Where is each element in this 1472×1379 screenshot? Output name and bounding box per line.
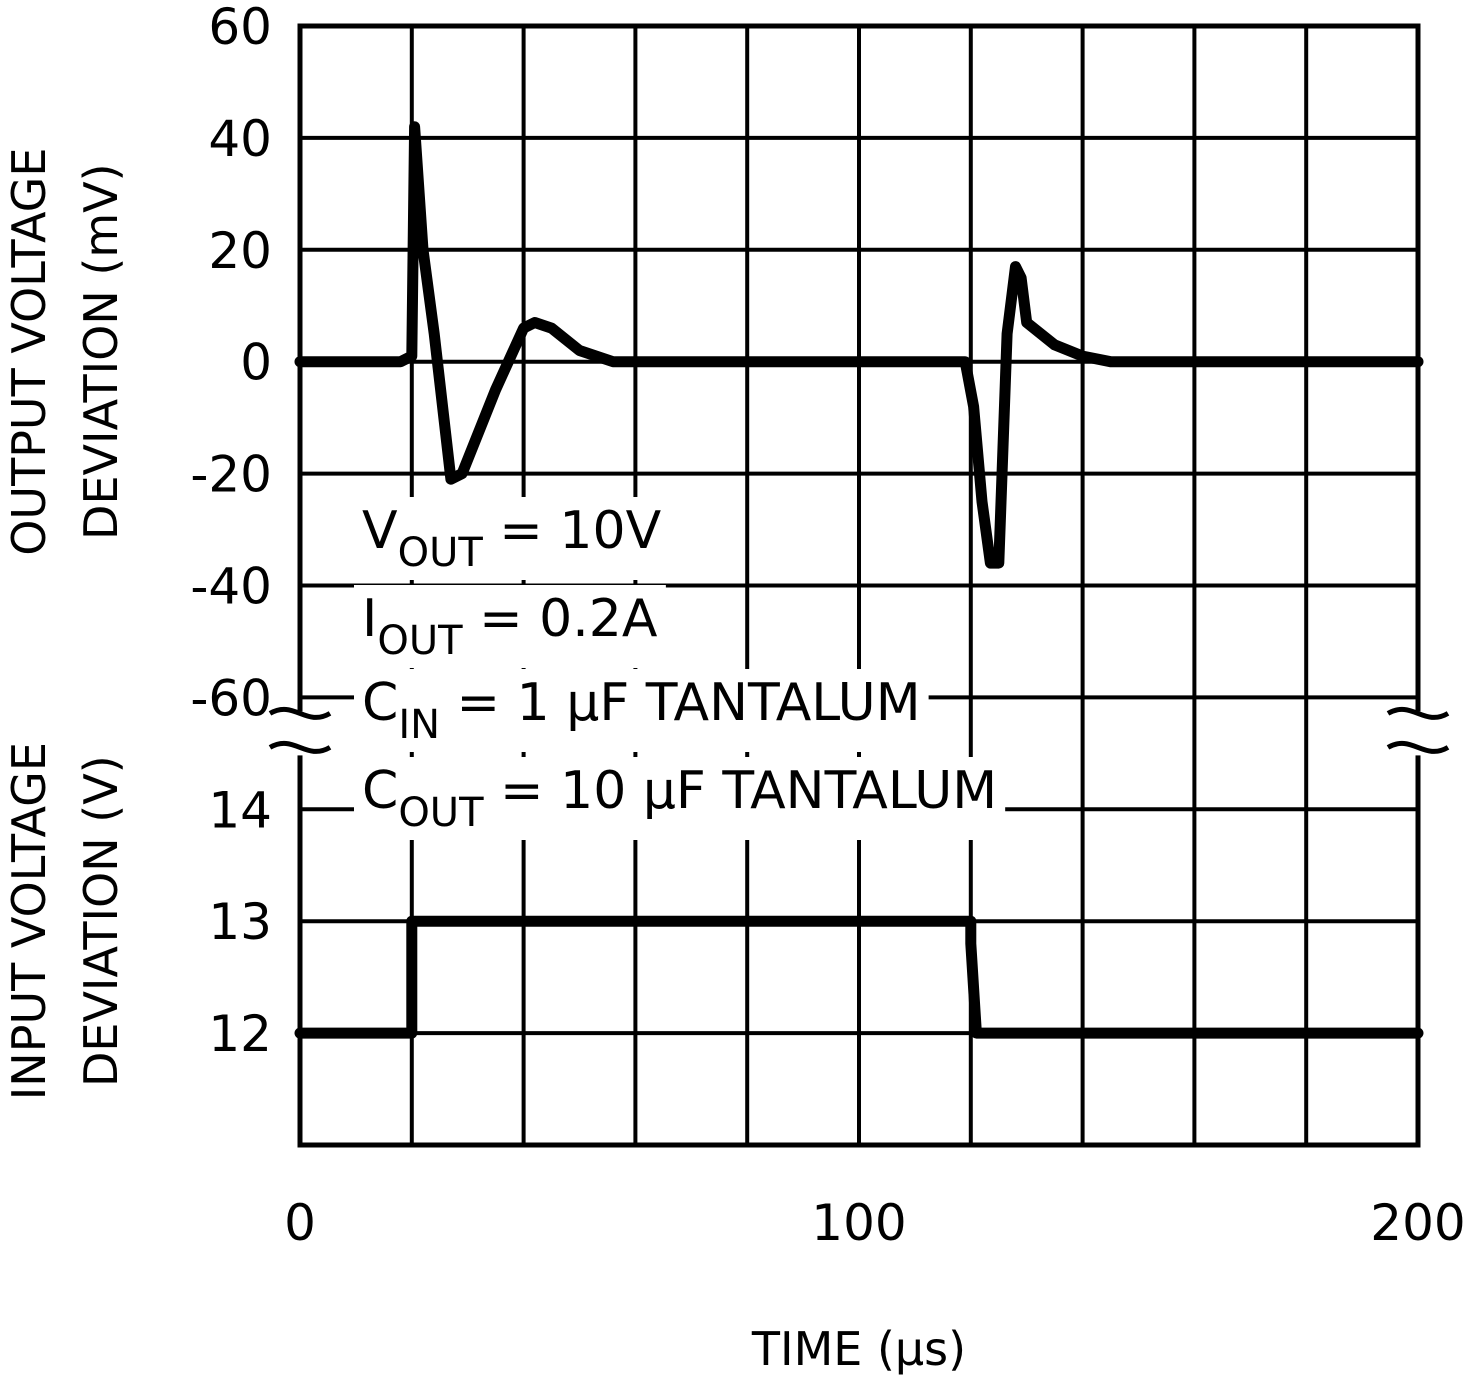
y-tick-label-output: -40 bbox=[190, 558, 272, 616]
series-line-input-voltage bbox=[294, 915, 1424, 1039]
annotation-background bbox=[354, 757, 1006, 840]
y-axis-title-input-line2: DEVIATION (V) bbox=[74, 755, 128, 1087]
y-tick-label-output: 20 bbox=[208, 222, 272, 280]
y-tick-label-input: 14 bbox=[208, 781, 272, 839]
y-tick-label-output: 60 bbox=[208, 0, 272, 56]
series-line-output-voltage bbox=[294, 121, 1424, 569]
y-tick-label-output: 0 bbox=[240, 334, 272, 392]
y-tick-label-output: -20 bbox=[190, 446, 272, 504]
break-mark bbox=[1386, 740, 1450, 754]
y-tick-label-input: 13 bbox=[208, 893, 272, 951]
x-tick-label: 0 bbox=[284, 1194, 316, 1252]
break-mark bbox=[1386, 706, 1450, 720]
x-tick-label: 100 bbox=[811, 1194, 906, 1252]
annotation-line: VOUT = 10V bbox=[362, 501, 662, 576]
y-axis-title-output-line2: DEVIATION (mV) bbox=[74, 163, 128, 540]
annotation-backgrounds bbox=[354, 497, 1006, 840]
annotation-background bbox=[354, 497, 670, 580]
annotation-background bbox=[354, 669, 929, 752]
axis-break-marks bbox=[268, 706, 1450, 756]
annotation-line: IOUT = 0.2A bbox=[362, 589, 658, 664]
y-tick-label-output: -60 bbox=[190, 669, 272, 727]
y-tick-label-input: 12 bbox=[208, 1005, 272, 1063]
annotation-background bbox=[354, 585, 666, 668]
annotations: VOUT = 10V IOUT = 0.2A CIN = 1 µF TANTALUM… bbox=[362, 501, 997, 836]
y-tick-label-output: 40 bbox=[208, 110, 272, 168]
axis-titles: TIME (µs) OUTPUT VOLTAGE DEVIATION (mV) INP… bbox=[2, 148, 966, 1376]
x-tick-label: 200 bbox=[1370, 1194, 1465, 1252]
annotation-line: COUT = 10 µF TANTALUM bbox=[362, 761, 997, 836]
break-mark bbox=[268, 740, 332, 754]
series-group bbox=[294, 121, 1424, 1039]
x-axis-title: TIME (µs) bbox=[751, 1322, 966, 1376]
plot-frame bbox=[297, 23, 1421, 1148]
break-mark bbox=[268, 706, 332, 720]
y-axis-title-input-line1: INPUT VOLTAGE bbox=[2, 742, 56, 1100]
y-axis-title-output-line1: OUTPUT VOLTAGE bbox=[2, 148, 56, 556]
plot-border bbox=[297, 23, 1421, 1148]
annotation-line: CIN = 1 µF TANTALUM bbox=[362, 673, 921, 748]
